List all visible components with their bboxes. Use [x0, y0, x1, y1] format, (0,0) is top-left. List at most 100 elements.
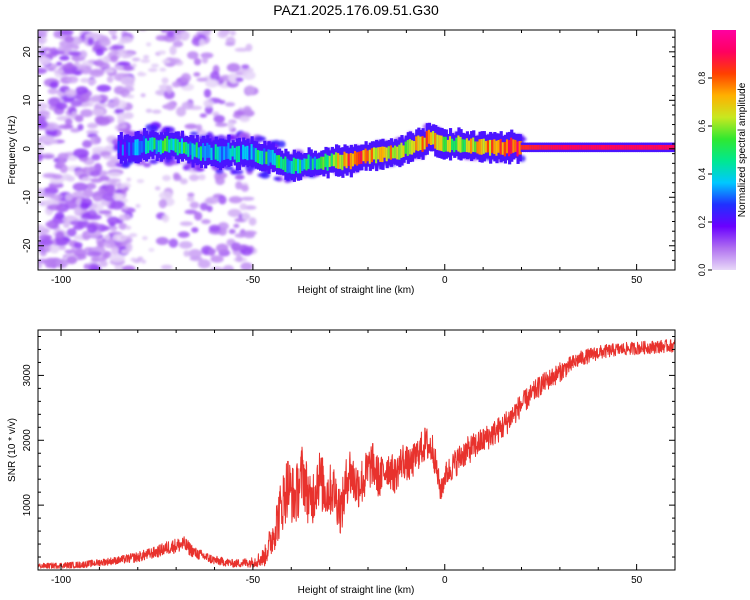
- colorbar: 0.0 0.2 0.4 0.6 0.8 Normalized spectral ampl…: [697, 30, 748, 276]
- spectrogram-cell: [98, 209, 112, 215]
- spectrogram-cell: [239, 203, 248, 211]
- spectrogram-ridge-cell: [537, 144, 541, 150]
- spectrogram-ridge-cell: [406, 140, 410, 156]
- spectrogram-ridge-cell: [337, 153, 341, 169]
- spectrogram-cell: [141, 259, 147, 264]
- spectrogram-cell: [227, 121, 235, 131]
- spectrogram-cell: [117, 118, 124, 123]
- spectrogram-cell: [38, 224, 45, 231]
- spectrogram-ridge-cell: [554, 144, 558, 150]
- spectrogram-cell: [254, 135, 267, 142]
- spectrogram-cell: [210, 255, 224, 263]
- spectrogram-ridge-cell: [651, 144, 655, 150]
- spectrogram-ridge-cell: [457, 135, 461, 152]
- spectrogram-cell: [118, 184, 126, 189]
- spectrogram-cell: [203, 88, 212, 98]
- spectrogram-ridge-cell: [489, 139, 493, 156]
- spectrogram-ridge: [117, 122, 675, 182]
- spectrogram-cell: [166, 30, 175, 38]
- spectrogram-cell: [67, 50, 82, 56]
- spectrogram-cell: [199, 38, 206, 47]
- spectrogram-ridge-cell: [624, 144, 628, 150]
- spectrogram-ridge-cell: [170, 138, 174, 150]
- spectrogram-ridge-cell: [520, 144, 524, 150]
- spectrogram-cell: [86, 251, 102, 257]
- spectrogram-cell: [106, 75, 114, 83]
- spectrogram-cell: [48, 182, 64, 189]
- spectrogram-ridge-cell: [592, 144, 596, 150]
- spectrogram-cell: [117, 52, 127, 57]
- colorbar-tick-label: 0.2: [697, 216, 707, 229]
- spectrogram-cell: [245, 85, 255, 96]
- spectrogram-ridge-cell: [626, 144, 630, 150]
- spectrogram-cell: [88, 202, 104, 212]
- spectrogram-cell: [49, 177, 64, 184]
- spectrogram-cell: [213, 114, 225, 124]
- spectrogram-cell: [217, 30, 228, 39]
- spectrogram-ridge-cell: [527, 144, 531, 150]
- spectrogram-ridge-cell: [178, 141, 182, 154]
- spectrogram-ridge-cell: [594, 144, 598, 150]
- spectrogram-ridge-cell: [444, 136, 448, 152]
- spectrogram-ridge-cell: [296, 158, 301, 174]
- spectrogram-ridge-cell: [218, 146, 223, 163]
- spectrogram-ridge-cell: [208, 144, 212, 158]
- spectrogram-ridge-cell: [670, 144, 674, 150]
- spectrogram-cell: [143, 162, 151, 168]
- spectrogram-cell: [224, 102, 236, 107]
- spectrogram-ridge-cell: [476, 141, 480, 154]
- spectrogram-ridge-cell: [320, 156, 324, 169]
- spectrogram-ridge-cell: [655, 144, 659, 150]
- spectrogram-ridge-cell: [136, 139, 140, 156]
- snr-x-tick-label: -100: [51, 575, 71, 586]
- spectrogram-cell: [228, 196, 243, 204]
- spectrogram-cell: [201, 56, 209, 64]
- spectrogram-cell: [186, 196, 195, 202]
- spectrogram-ridge-cell: [514, 139, 518, 152]
- spectrogram-ridge-cell: [531, 144, 535, 150]
- spectrogram-cell: [102, 193, 117, 202]
- spectrogram-cell: [179, 221, 193, 227]
- spectrogram-ridge-cell: [275, 155, 280, 168]
- spectrogram-ridge-cell: [347, 153, 351, 166]
- snr-x-ticks: -100 -50 0 50: [51, 330, 676, 586]
- spectrogram-ridge-cell: [579, 144, 583, 150]
- spectrogram-ridge-cell: [142, 136, 147, 153]
- spectrogram-ridge-cell: [117, 141, 121, 154]
- spectrogram-ridge-cell: [638, 144, 643, 150]
- spectrogram-ridge-cell: [436, 134, 440, 150]
- spectrogram-cell: [38, 143, 45, 153]
- spectrogram-cell: [125, 52, 135, 57]
- spectrogram-x-tick-label: 50: [631, 275, 643, 286]
- spectrogram-cell: [240, 196, 255, 201]
- spectrogram-ridge-cell: [155, 139, 159, 154]
- spectrogram-cell: [125, 242, 133, 252]
- spectrogram-ridge-cell: [474, 141, 478, 153]
- spectrogram-cell: [228, 228, 236, 234]
- spectrogram-y-tick-label: -10: [22, 190, 33, 205]
- spectrogram-ridge-cell: [140, 141, 145, 153]
- spectrogram-ridge-cell: [322, 156, 326, 170]
- spectrogram-cell: [66, 156, 78, 161]
- spectrogram-ridge-cell: [472, 137, 476, 152]
- spectrogram-cell: [82, 140, 93, 148]
- spectrogram-ridge-cell: [183, 142, 187, 154]
- spectrogram-ridge-cell: [533, 144, 537, 150]
- spectrogram-ridge-cell: [225, 146, 229, 160]
- spectrogram-cell: [235, 77, 244, 82]
- spectrogram-ridge-cell: [307, 154, 311, 169]
- spectrogram-ridge-cell: [231, 145, 235, 157]
- spectrogram-ridge-cell: [429, 132, 434, 145]
- spectrogram-cell: [208, 248, 216, 257]
- spectrogram-cell: [91, 108, 105, 117]
- spectrogram-ridge-cell: [569, 144, 573, 150]
- spectrogram-cell: [234, 233, 246, 238]
- spectrogram-ridge-cell: [286, 158, 290, 174]
- spectrogram-cell: [91, 95, 102, 103]
- spectrogram-cell: [80, 77, 90, 83]
- spectrogram-cell: [139, 30, 147, 32]
- spectrogram-cell: [83, 263, 91, 270]
- spectrogram-ridge-cell: [246, 145, 250, 161]
- spectrogram-ridge-cell: [351, 153, 356, 167]
- spectrogram-ridge-cell: [535, 144, 539, 150]
